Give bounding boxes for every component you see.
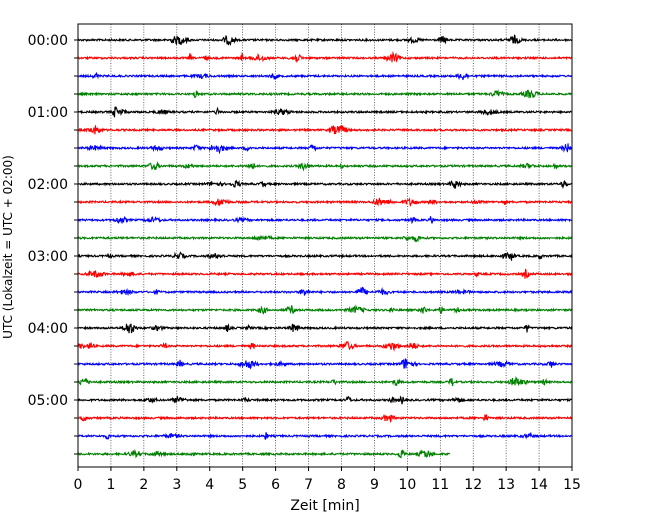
x-tick-label-7: 7 xyxy=(304,477,313,493)
trace-0100 xyxy=(77,106,573,118)
x-tick-label-0: 0 xyxy=(74,477,83,493)
y-tick-label-2: 02:00 xyxy=(28,177,68,193)
x-axis-ticks: 0 1 2 3 4 5 6 7 8 9 10 11 12 13 14 15 xyxy=(74,467,581,493)
plot-frame xyxy=(77,23,573,468)
trace-0430 xyxy=(77,358,573,370)
y-tick-label-4: 04:00 xyxy=(28,321,68,337)
x-tick-label-1: 1 xyxy=(106,477,115,493)
trace-0315 xyxy=(77,268,573,279)
trace-0200 xyxy=(77,179,573,190)
x-tick-label-12: 12 xyxy=(464,477,482,493)
x-tick-label-8: 8 xyxy=(337,477,346,493)
x-axis-label: Zeit [min] xyxy=(290,498,359,514)
x-tick-label-6: 6 xyxy=(271,477,280,493)
y-axis-label: UTC (Lokalzeit = UTC + 02:00) xyxy=(1,155,15,339)
x-tick-label-5: 5 xyxy=(238,477,247,493)
y-tick-label-5: 05:00 xyxy=(28,393,68,409)
trace-0015 xyxy=(77,50,573,64)
y-tick-label-1: 01:00 xyxy=(28,105,68,121)
trace-0030 xyxy=(77,71,573,81)
trace-0145 xyxy=(77,160,573,172)
trace-0415 xyxy=(77,341,573,352)
x-tick-label-3: 3 xyxy=(172,477,181,493)
y-tick-label-0: 00:00 xyxy=(28,33,68,49)
trace-0345 xyxy=(77,304,573,315)
x-tick-label-4: 4 xyxy=(205,477,214,493)
trace-0045 xyxy=(77,89,573,99)
trace-0245 xyxy=(77,234,573,243)
x-tick-label-13: 13 xyxy=(497,477,515,493)
trace-0545 xyxy=(77,448,451,459)
trace-0515 xyxy=(77,413,573,424)
x-tick-label-2: 2 xyxy=(139,477,148,493)
x-tick-label-15: 15 xyxy=(563,477,581,493)
x-tick-label-14: 14 xyxy=(530,477,548,493)
x-tick-label-11: 11 xyxy=(431,477,449,493)
y-tick-label-3: 03:00 xyxy=(28,249,68,265)
trace-0530 xyxy=(77,431,573,440)
trace-0330 xyxy=(77,286,573,297)
trace-0445 xyxy=(77,375,573,387)
grid-lines xyxy=(110,24,540,467)
trace-0115 xyxy=(77,124,573,135)
trace-0230 xyxy=(77,215,573,225)
trace-0400 xyxy=(77,323,573,334)
trace-0130 xyxy=(77,143,573,155)
trace-0000 xyxy=(77,34,573,47)
trace-0500 xyxy=(77,395,573,405)
helicorder-traces xyxy=(77,34,573,459)
x-tick-label-9: 9 xyxy=(370,477,379,493)
x-tick-label-10: 10 xyxy=(398,477,416,493)
y-axis-ticks: 00:00 01:00 02:00 03:00 04:00 05:00 xyxy=(28,33,78,455)
trace-0215 xyxy=(77,197,573,207)
trace-0300 xyxy=(77,251,573,261)
